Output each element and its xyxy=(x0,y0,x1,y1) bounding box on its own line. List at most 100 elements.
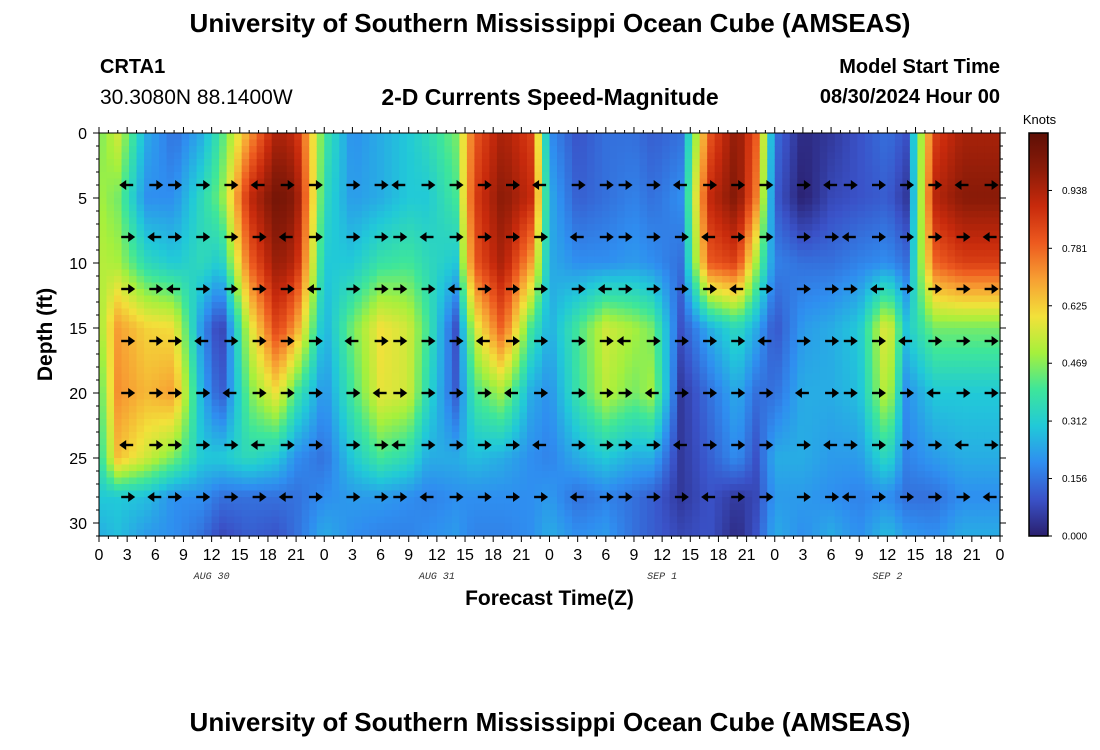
heatmap-cell xyxy=(391,458,400,466)
heatmap-cell xyxy=(384,367,393,375)
heatmap-cell xyxy=(406,217,415,225)
heatmap-cell xyxy=(654,204,663,212)
heatmap-cell xyxy=(692,458,701,466)
heatmap-cell xyxy=(587,406,596,414)
heatmap-cell xyxy=(677,373,686,381)
heatmap-cell xyxy=(526,367,536,375)
heatmap-cell xyxy=(511,217,521,225)
heatmap-cell xyxy=(639,224,648,232)
heatmap-cell xyxy=(354,172,363,180)
heatmap-cell xyxy=(594,516,603,524)
heatmap-cell xyxy=(241,185,250,193)
heatmap-cell xyxy=(301,152,310,160)
heatmap-cell xyxy=(534,529,543,537)
heatmap-cell xyxy=(256,185,265,193)
heatmap-cell xyxy=(189,380,198,388)
heatmap-cell xyxy=(331,451,340,459)
heatmap-cell xyxy=(579,360,588,368)
heatmap-cell xyxy=(602,178,611,186)
heatmap-cell xyxy=(489,315,498,323)
heatmap-cell xyxy=(564,295,573,303)
heatmap-cell xyxy=(624,165,633,173)
heatmap-cell xyxy=(504,178,513,186)
heatmap-cell xyxy=(557,198,566,206)
heatmap-cell xyxy=(331,341,340,349)
heatmap-cell xyxy=(647,341,656,349)
heatmap-cell xyxy=(632,464,641,472)
heatmap-cell xyxy=(662,172,671,180)
heatmap-cell xyxy=(594,490,603,498)
heatmap-cell xyxy=(106,276,115,284)
heatmap-cell xyxy=(301,373,310,381)
heatmap-cell xyxy=(106,373,115,381)
heatmap-cell xyxy=(579,204,588,212)
heatmap-cell xyxy=(654,256,663,264)
heatmap-cell xyxy=(459,412,468,420)
heatmap-cell xyxy=(241,419,250,427)
heatmap-cell xyxy=(481,211,491,219)
heatmap-cell xyxy=(279,477,288,485)
heatmap-cell xyxy=(421,419,430,427)
heatmap-cell xyxy=(564,165,573,173)
heatmap-cell xyxy=(354,523,363,531)
heatmap-cell xyxy=(384,321,393,329)
heatmap-cell xyxy=(316,282,325,290)
heatmap-cell xyxy=(121,373,130,381)
heatmap-cell xyxy=(369,191,378,199)
heatmap-cell xyxy=(159,133,168,141)
heatmap-cell xyxy=(279,276,288,284)
heatmap-cell xyxy=(662,425,671,433)
heatmap-cell xyxy=(226,360,235,368)
heatmap-cell xyxy=(647,237,656,245)
heatmap-cell xyxy=(624,393,633,401)
heatmap-cell xyxy=(249,451,258,459)
heatmap-cell xyxy=(181,204,190,212)
heatmap-cell xyxy=(241,367,250,375)
heatmap-cell xyxy=(121,367,130,375)
heatmap-cell xyxy=(541,425,551,433)
heatmap-cell xyxy=(406,341,415,349)
heatmap-cell xyxy=(264,211,273,219)
heatmap-cell xyxy=(174,354,183,362)
heatmap-cell xyxy=(406,367,415,375)
heatmap-cell xyxy=(204,295,213,303)
heatmap-cell xyxy=(489,360,498,368)
heatmap-cell xyxy=(114,393,123,401)
heatmap-cell xyxy=(617,211,626,219)
heatmap-cell xyxy=(324,204,333,212)
heatmap-cell xyxy=(219,419,228,427)
heatmap-cell xyxy=(617,276,626,284)
heatmap-cell xyxy=(376,211,385,219)
heatmap-cell xyxy=(361,217,370,225)
heatmap-cell xyxy=(324,334,333,342)
heatmap-cell xyxy=(617,523,626,531)
heatmap-cell xyxy=(511,341,521,349)
heatmap-cell xyxy=(309,152,318,160)
heatmap-cell xyxy=(354,198,363,206)
heatmap-cell xyxy=(526,341,536,349)
heatmap-cell xyxy=(196,269,205,277)
heatmap-cell xyxy=(609,360,618,368)
heatmap-cell xyxy=(481,354,491,362)
heatmap-cell xyxy=(234,328,243,336)
heatmap-cell xyxy=(654,237,663,245)
heatmap-cell xyxy=(271,133,280,141)
heatmap-cell xyxy=(534,458,543,466)
heatmap-cell xyxy=(526,191,536,199)
heatmap-cell xyxy=(436,412,445,420)
heatmap-cell xyxy=(609,198,618,206)
heatmap-cell xyxy=(241,191,250,199)
heatmap-cell xyxy=(444,302,453,310)
heatmap-cell xyxy=(617,217,626,225)
heatmap-cell xyxy=(481,308,491,316)
heatmap-cell xyxy=(504,419,513,427)
heatmap-cell xyxy=(361,256,370,264)
heatmap-cell xyxy=(181,139,190,147)
heatmap-cell xyxy=(99,490,108,498)
heatmap-cell xyxy=(129,380,138,388)
heatmap-cell xyxy=(354,276,363,284)
heatmap-cell xyxy=(309,224,318,232)
heatmap-cell xyxy=(647,458,656,466)
heatmap-cell xyxy=(301,497,310,505)
heatmap-cell xyxy=(519,347,528,355)
